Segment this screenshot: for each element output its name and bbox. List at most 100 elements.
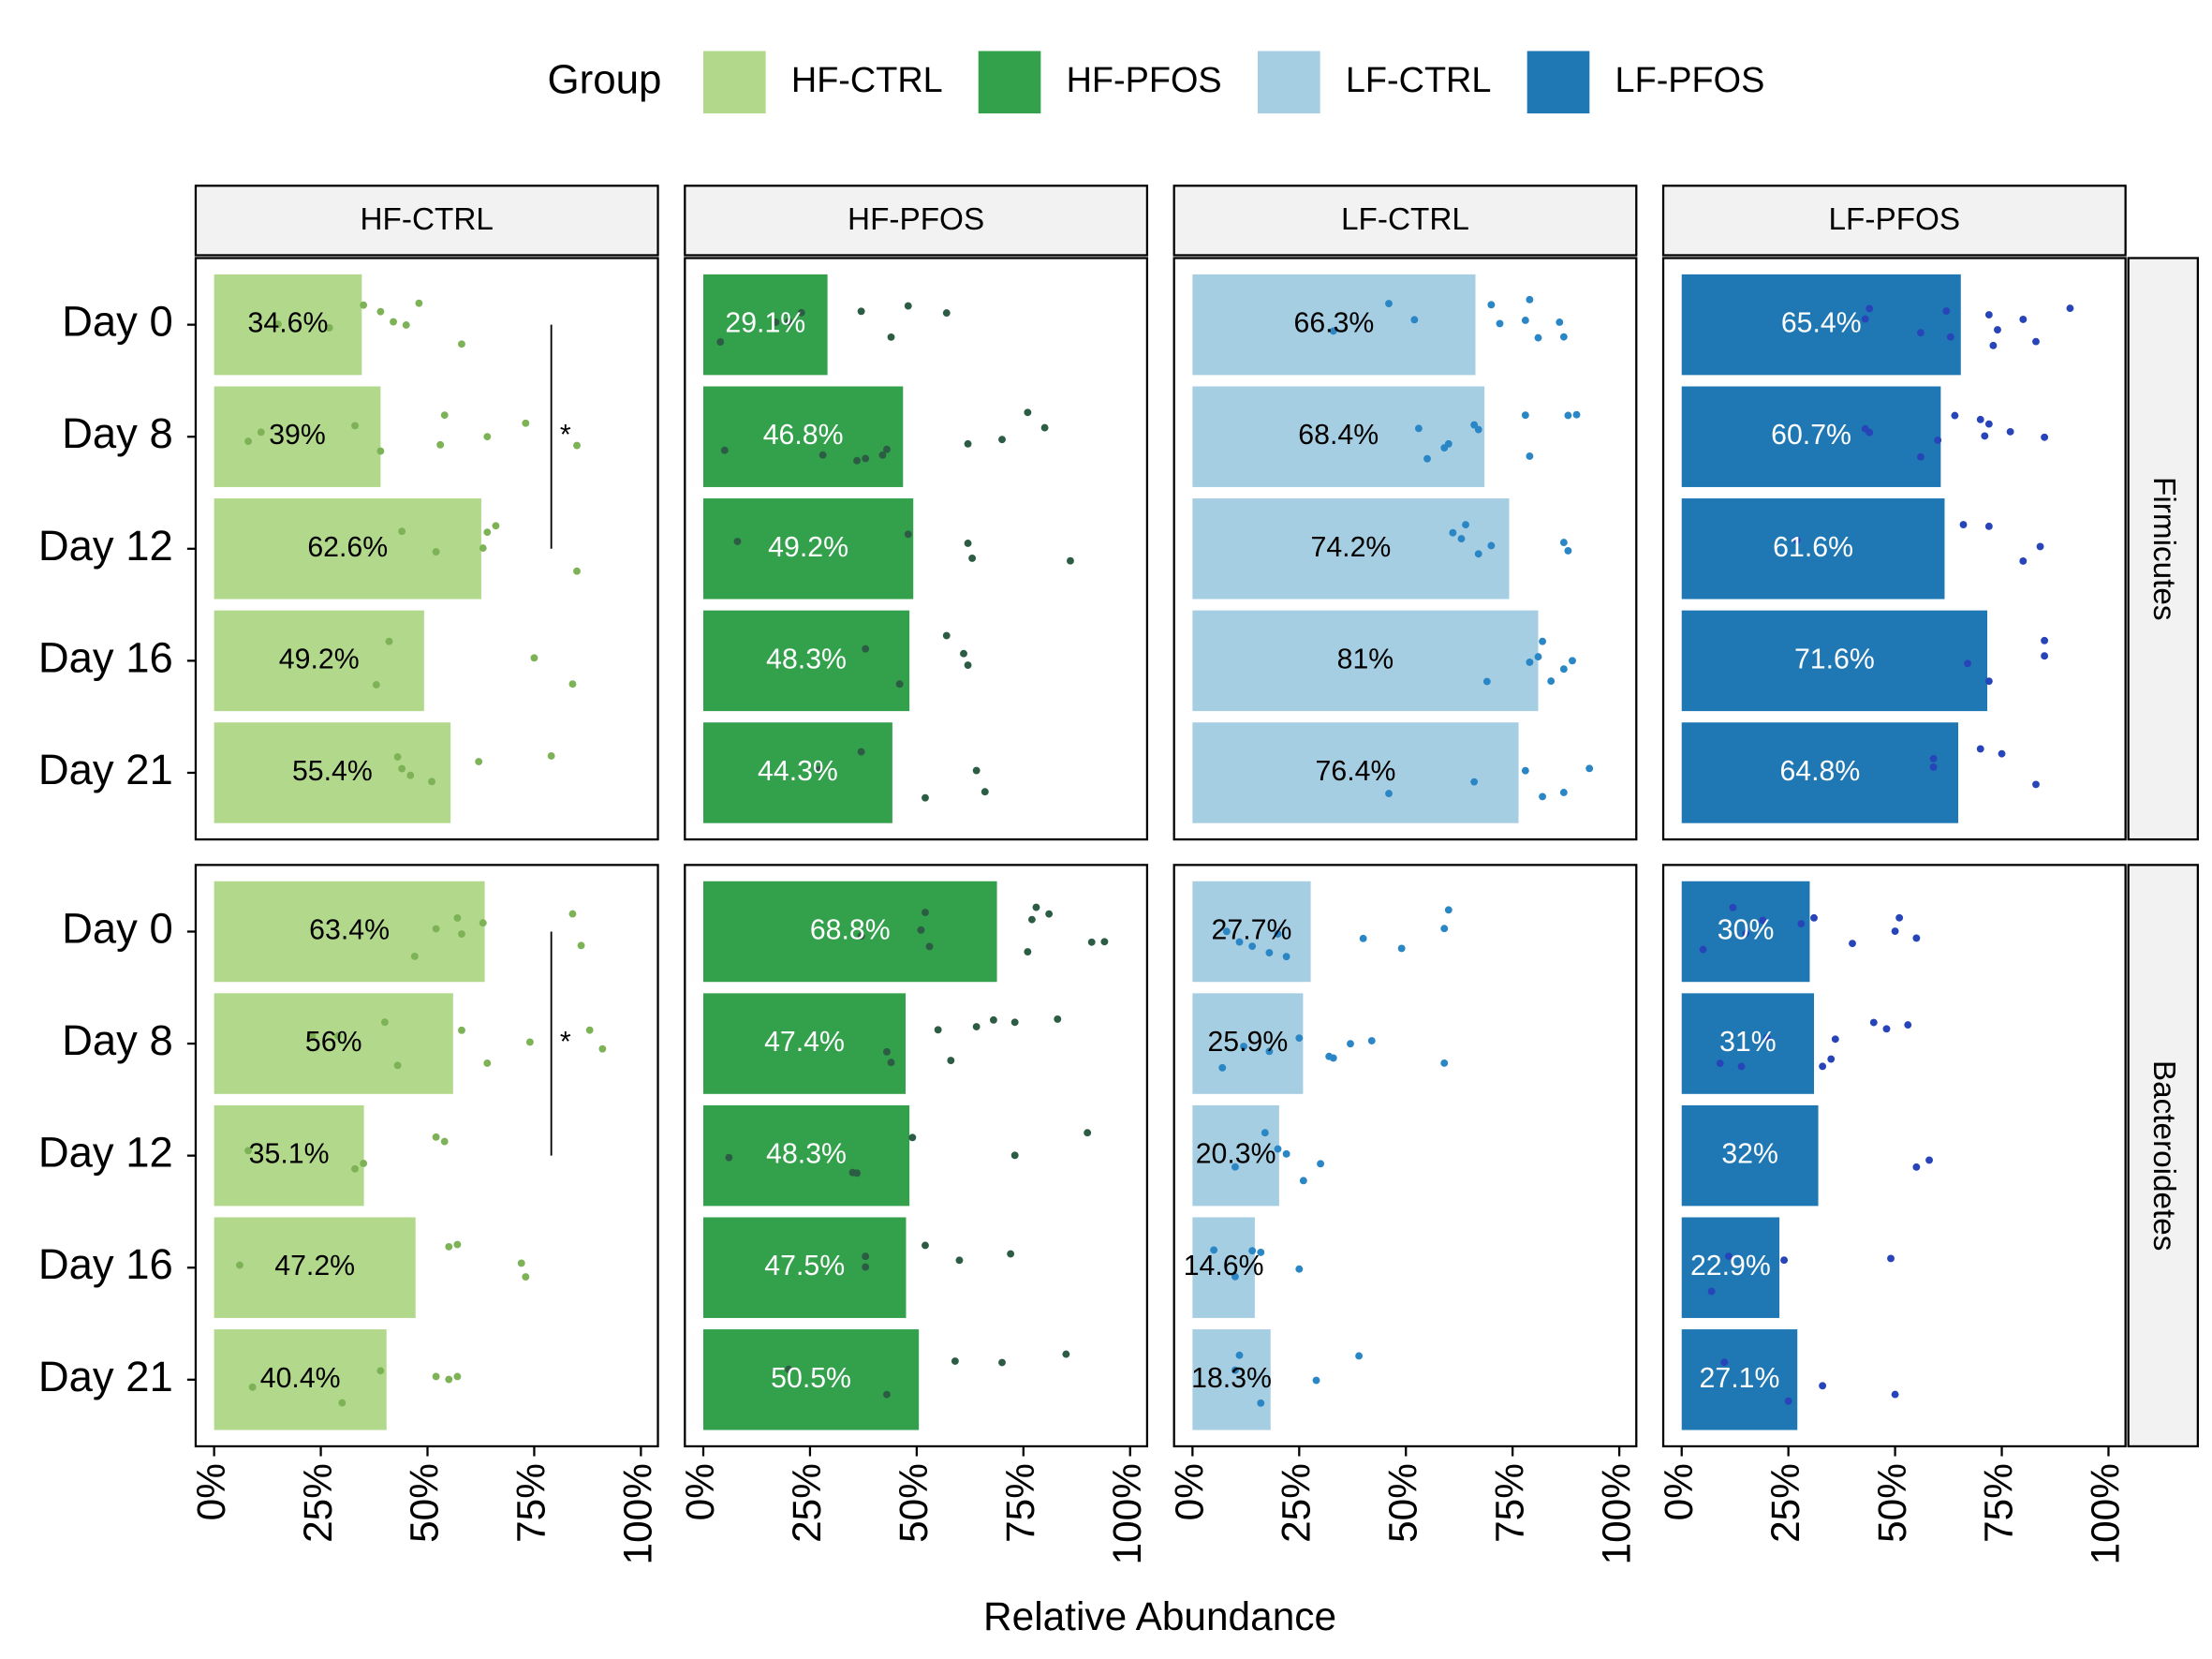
y-tick-label: Day 0: [62, 298, 173, 346]
x-tick-label: 50%: [403, 1463, 447, 1543]
y-tick-label: Day 0: [62, 904, 173, 952]
data-point: [895, 680, 904, 689]
data-point: [1295, 1034, 1304, 1043]
bar: [1192, 1217, 1255, 1318]
data-point: [1440, 925, 1449, 933]
data-point: [998, 436, 1006, 444]
data-point: [445, 1375, 453, 1384]
data-point: [458, 340, 465, 348]
value-label: 66.3%: [1294, 308, 1375, 339]
data-point: [1891, 927, 1899, 935]
data-point: [922, 793, 929, 802]
data-point: [1329, 1054, 1337, 1062]
value-label: 49.2%: [768, 532, 848, 563]
data-point: [577, 941, 585, 950]
value-label: 60.7%: [1771, 420, 1851, 451]
data-point: [1032, 903, 1040, 911]
data-point: [376, 307, 385, 316]
data-point: [1716, 1059, 1724, 1068]
data-point: [1959, 521, 1968, 528]
data-point: [908, 1133, 917, 1142]
significance-label: *: [560, 1027, 571, 1058]
data-point: [1385, 300, 1393, 308]
y-tick-label: Day 16: [38, 1240, 173, 1288]
data-point: [380, 1018, 389, 1027]
bar: [702, 1217, 907, 1318]
data-point: [432, 1133, 440, 1141]
data-point: [716, 338, 725, 347]
x-axis-label: Relative Abundance: [983, 1594, 1336, 1638]
data-point: [393, 1061, 402, 1070]
data-point: [1742, 929, 1750, 938]
data-point: [244, 437, 253, 446]
bar: [1192, 1329, 1271, 1430]
bar: [1192, 722, 1519, 823]
data-point: [904, 302, 912, 310]
data-point: [1355, 1352, 1364, 1360]
data-point: [1887, 1254, 1895, 1263]
data-point: [376, 1367, 385, 1375]
data-point: [733, 538, 742, 545]
data-point: [1559, 665, 1568, 674]
data-point: [1410, 316, 1419, 324]
data-point: [1556, 318, 1564, 326]
data-point: [360, 301, 368, 309]
facet-strip: [194, 185, 659, 257]
data-point: [1487, 541, 1496, 550]
value-label: 81%: [1337, 644, 1394, 674]
data-point: [1470, 421, 1479, 429]
data-point: [402, 321, 410, 329]
data-point: [2019, 315, 2028, 323]
data-point: [772, 318, 780, 326]
data-point: [1976, 745, 1984, 753]
data-point: [1440, 1059, 1449, 1067]
data-point: [445, 1242, 453, 1251]
data-point: [398, 764, 406, 773]
data-point: [1054, 1015, 1062, 1023]
facet-label: LF-CTRL: [1341, 202, 1469, 237]
legend-label: LF-PFOS: [1615, 61, 1765, 100]
data-point: [1534, 333, 1542, 342]
facet-label: LF-PFOS: [1829, 202, 1961, 237]
data-point: [1539, 792, 1547, 801]
data-point: [857, 932, 865, 941]
bar: [214, 1329, 387, 1430]
data-point: [1521, 766, 1529, 775]
legend-swatch: [1258, 51, 1320, 114]
legend-label: HF-PFOS: [1067, 61, 1222, 100]
y-tick-label: Day 8: [62, 409, 173, 457]
data-point: [1810, 913, 1818, 922]
data-point: [1569, 657, 1576, 665]
x-tick-label: 75%: [1487, 1463, 1531, 1543]
data-point: [964, 540, 972, 547]
data-point: [1912, 1163, 1921, 1171]
data-point: [951, 1357, 959, 1365]
data-point: [1861, 315, 1869, 323]
data-point: [2032, 337, 2040, 346]
data-point: [1792, 536, 1801, 544]
data-point: [2036, 542, 2044, 551]
bar: [1681, 722, 1959, 823]
data-point: [453, 1372, 462, 1381]
value-label: 47.2%: [274, 1251, 355, 1281]
data-point: [274, 320, 282, 329]
data-point: [1865, 304, 1874, 313]
data-point: [338, 1399, 347, 1407]
bar: [702, 881, 997, 983]
data-point: [432, 548, 440, 556]
value-label: 48.3%: [766, 644, 847, 674]
data-point: [1235, 1351, 1244, 1359]
data-point: [1007, 1250, 1015, 1258]
bar: [1681, 1104, 1819, 1207]
data-point: [1976, 415, 1984, 423]
data-point: [1024, 948, 1032, 956]
data-point: [1759, 916, 1767, 925]
data-point: [1240, 1043, 1247, 1050]
data-point: [1869, 1018, 1878, 1027]
data-point: [415, 299, 423, 307]
data-point: [1295, 1265, 1304, 1273]
data-point: [2041, 652, 2049, 660]
value-label: 68.8%: [810, 914, 891, 945]
data-point: [1457, 535, 1466, 543]
